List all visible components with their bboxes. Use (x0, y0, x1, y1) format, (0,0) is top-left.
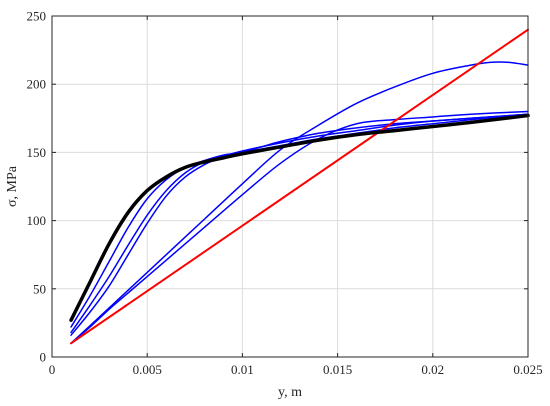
series-line-4 (70, 113, 529, 334)
y-tick-label: 200 (27, 77, 47, 92)
x-tick-label: 0 (49, 362, 56, 377)
series-line-5 (70, 113, 529, 328)
ticks: 0 0.005 0.01 0.015 0.02 0.025 0 50 100 150 200 250 (27, 9, 543, 378)
x-tick-label: 0.015 (323, 362, 352, 377)
series-line-7 (69, 113, 530, 322)
series-line-2 (70, 110, 529, 345)
x-tick-label: 0.02 (421, 362, 444, 377)
series-line-3 (70, 113, 529, 336)
series-line-1 (70, 61, 529, 345)
y-tick-label: 100 (27, 213, 47, 228)
x-tick-label: 0.01 (231, 362, 254, 377)
x-axis-label: y, m (278, 385, 302, 400)
y-tick-label: 0 (40, 350, 47, 365)
x-tick-label: 0.025 (513, 362, 542, 377)
plot-frame (51, 15, 529, 358)
series-line-6 (70, 28, 529, 345)
y-tick-label: 250 (27, 9, 47, 24)
series-layer (69, 28, 530, 345)
y-tick-label: 50 (33, 281, 46, 296)
x-tick-label: 0.005 (133, 362, 162, 377)
y-axis-label: σ, MPa (5, 165, 20, 207)
y-tick-label: 150 (27, 145, 47, 160)
